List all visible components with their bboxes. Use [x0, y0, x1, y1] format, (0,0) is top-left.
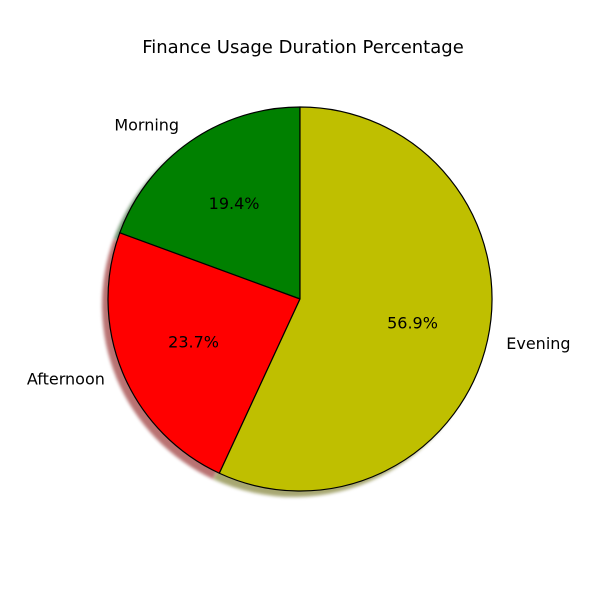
- pie-slice-afternoon: [107, 232, 301, 474]
- category-label-afternoon: Afternoon: [27, 369, 105, 388]
- pie-slice-morning: [119, 106, 301, 300]
- pie-labels: Morning 19.4% Afternoon 23.7% Evening 56.9%: [27, 115, 571, 388]
- pie-slices: [107, 106, 493, 492]
- percent-label-afternoon: 23.7%: [168, 333, 219, 352]
- pie-slice-evening: [218, 106, 493, 492]
- percent-label-evening: 56.9%: [387, 313, 438, 332]
- category-label-morning: Morning: [114, 115, 179, 134]
- percent-label-morning: 19.4%: [209, 194, 260, 213]
- chart-title: Finance Usage Duration Percentage: [142, 37, 464, 58]
- category-label-evening: Evening: [506, 334, 570, 353]
